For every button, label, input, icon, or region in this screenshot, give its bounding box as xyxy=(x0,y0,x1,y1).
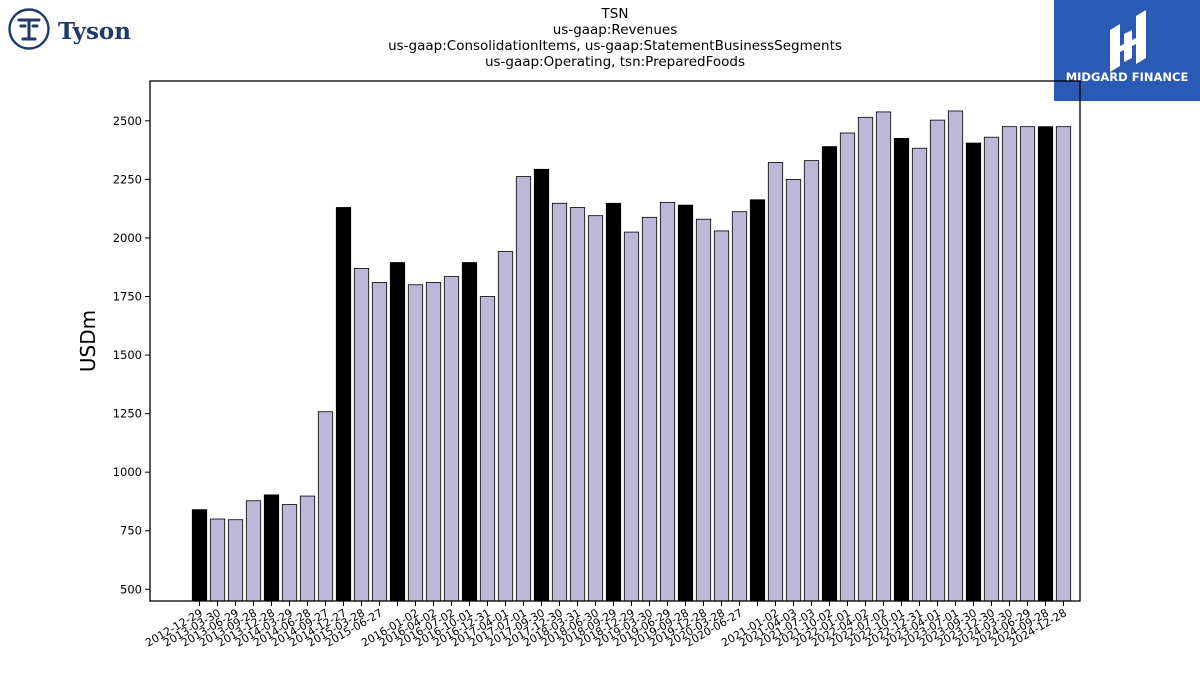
bar-2021-07-03 xyxy=(803,160,820,602)
bar-2022-07-02 xyxy=(875,111,892,602)
title-line-4: us-gaap:Operating, tsn:PreparedFoods xyxy=(484,54,746,70)
bar-2013-09-28 xyxy=(245,500,262,602)
tyson-logo-text: Tyson xyxy=(58,18,131,45)
bar-2012-12-29 xyxy=(191,509,208,602)
bar-2023-09-30 xyxy=(965,142,982,602)
bar-2016-12-31 xyxy=(479,296,496,602)
bar-2018-06-30 xyxy=(587,215,604,602)
y-tick-label-2500: 2500 xyxy=(113,114,142,128)
chart-title: TSN us-gaap:Revenues us-gaap:Consolidati… xyxy=(260,6,970,70)
bar-2019-03-30 xyxy=(641,216,658,602)
x-axis: 2012-12-292013-03-302013-06-292013-09-28… xyxy=(143,601,1069,650)
y-tick-label-2000: 2000 xyxy=(113,231,142,245)
y-tick-label-1250: 1250 xyxy=(113,407,142,421)
bar-2020-10-03 xyxy=(749,199,766,602)
bar-2021-10-02 xyxy=(821,146,838,602)
bar-2021-01-02 xyxy=(767,162,784,602)
bar-2013-12-28 xyxy=(263,494,280,602)
bar-2014-12-27 xyxy=(335,207,352,602)
bar-2019-12-28 xyxy=(695,218,712,602)
bar-2017-12-30 xyxy=(551,202,568,602)
y-axis: 500 750 1000 1250 1500 1750 2000 2250 2500 xyxy=(113,114,150,596)
bar-2024-06-29 xyxy=(1019,126,1036,602)
bar-2014-06-28 xyxy=(299,495,316,602)
bar-2024-09-28 xyxy=(1037,126,1054,602)
bar-2017-09-30 xyxy=(533,168,550,602)
bar-2024-03-30 xyxy=(1001,126,1018,602)
bar-2022-04-02 xyxy=(857,116,874,602)
bar-2022-10-01 xyxy=(893,137,910,602)
bar-2019-09-28 xyxy=(677,204,694,602)
bar-2020-03-28 xyxy=(713,230,730,602)
bar-2013-03-30 xyxy=(209,518,226,602)
bar-2023-12-30 xyxy=(983,136,1000,602)
bars-group xyxy=(191,110,1072,602)
y-tick-label-750: 750 xyxy=(120,524,142,538)
bar-2016-04-02 xyxy=(425,282,442,602)
y-axis-label: USDm xyxy=(76,310,100,372)
bar-2018-09-29 xyxy=(605,202,622,602)
bar-2016-01-02 xyxy=(407,284,424,602)
bar-2014-09-27 xyxy=(317,411,334,602)
plot-frame xyxy=(149,80,1081,602)
y-tick-label-2250: 2250 xyxy=(113,172,142,186)
title-line-2: us-gaap:Revenues xyxy=(552,22,678,38)
bar-2024-12-28 xyxy=(1055,126,1072,602)
bar-2016-10-01 xyxy=(461,262,478,602)
bar-2015-03-28 xyxy=(353,267,370,602)
bar-2015-06-27 xyxy=(371,282,388,602)
title-line-1: TSN xyxy=(601,6,629,22)
bar-2017-04-01 xyxy=(497,251,514,602)
bar-2015-10-03 xyxy=(389,262,406,602)
bar-2016-07-02 xyxy=(443,276,460,602)
title-line-3: us-gaap:ConsolidationItems, us-gaap:Stat… xyxy=(388,38,842,54)
bar-2023-07-01 xyxy=(947,110,964,602)
bar-2018-12-29 xyxy=(623,231,640,602)
y-tick-label-500: 500 xyxy=(120,582,142,596)
bar-2018-03-31 xyxy=(569,207,586,602)
bar-2022-12-31 xyxy=(911,147,928,602)
midgard-finance-logo: MIDGARD FINANCE xyxy=(1054,0,1200,101)
bar-2020-06-27 xyxy=(731,211,748,602)
y-tick-label-1750: 1750 xyxy=(113,289,142,303)
y-tick-label-1000: 1000 xyxy=(113,465,142,479)
bar-2017-07-01 xyxy=(515,176,532,602)
y-tick-label-1500: 1500 xyxy=(113,348,142,362)
bar-2022-01-01 xyxy=(839,132,856,602)
midgard-logo-text: MIDGARD FINANCE xyxy=(1066,70,1189,84)
bar-2021-04-03 xyxy=(785,178,802,602)
tyson-logo: Tyson xyxy=(8,6,148,54)
bar-2014-03-29 xyxy=(281,504,298,602)
bar-2013-06-29 xyxy=(227,519,244,602)
bar-2019-06-29 xyxy=(659,201,676,602)
bar-2023-04-01 xyxy=(929,119,946,602)
